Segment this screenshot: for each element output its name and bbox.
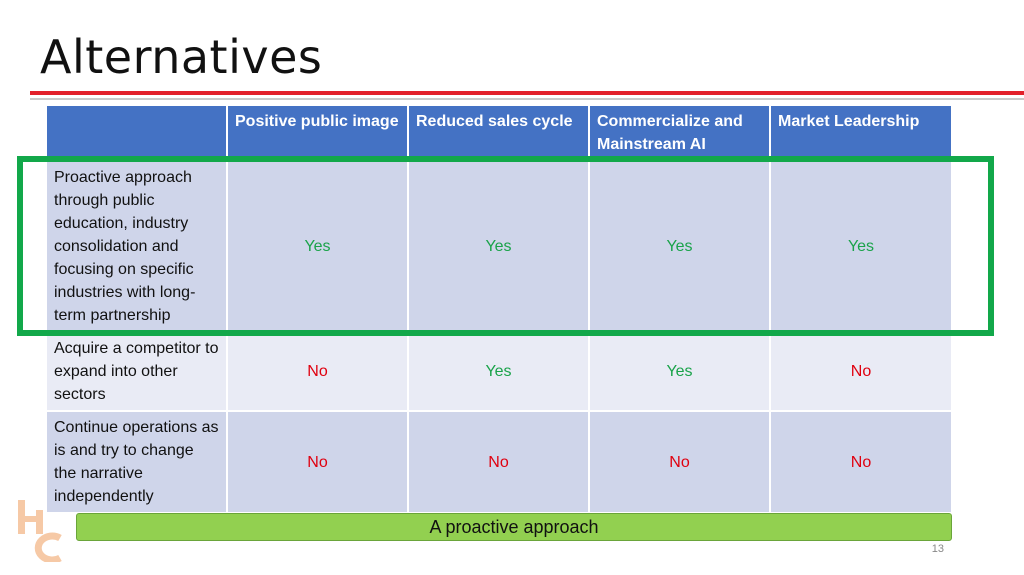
table-cell: Yes [588, 331, 771, 412]
row-label: Acquire a competitor to expand into othe… [45, 331, 228, 412]
title-divider-red [30, 91, 1024, 95]
hc-logo [18, 500, 62, 562]
alternatives-table: Positive public image Reduced sales cycl… [45, 104, 953, 514]
title-divider-grey [30, 98, 1024, 100]
table-header-row: Positive public image Reduced sales cycl… [45, 104, 953, 162]
table-cell: No [226, 331, 409, 412]
row-label: Proactive approach through public educat… [45, 160, 228, 333]
table-header-cell: Market Leadership [769, 104, 953, 162]
table-cell: No [769, 331, 953, 412]
conclusion-banner: A proactive approach [76, 513, 952, 541]
highlight-box [17, 156, 994, 336]
table-cell: Yes [226, 160, 409, 333]
table-cell: No [407, 410, 590, 514]
table-header-cell: Positive public image [226, 104, 409, 162]
table-row: Continue operations as is and try to cha… [45, 410, 953, 514]
table-cell: No [588, 410, 771, 514]
row-label: Continue operations as is and try to cha… [45, 410, 228, 514]
slide-title: Alternatives [40, 30, 323, 84]
table-header-cell: Commercialize and Mainstream AI [588, 104, 771, 162]
table-row: Acquire a competitor to expand into othe… [45, 331, 953, 412]
table-header-cell: Reduced sales cycle [407, 104, 590, 162]
table-cell: Yes [588, 160, 771, 333]
table-cell: Yes [407, 331, 590, 412]
page-number: 13 [931, 543, 944, 555]
table-cell: No [769, 410, 953, 514]
table-row: Proactive approach through public educat… [45, 160, 953, 333]
table-cell: No [226, 410, 409, 514]
table-header-cell [45, 104, 228, 162]
